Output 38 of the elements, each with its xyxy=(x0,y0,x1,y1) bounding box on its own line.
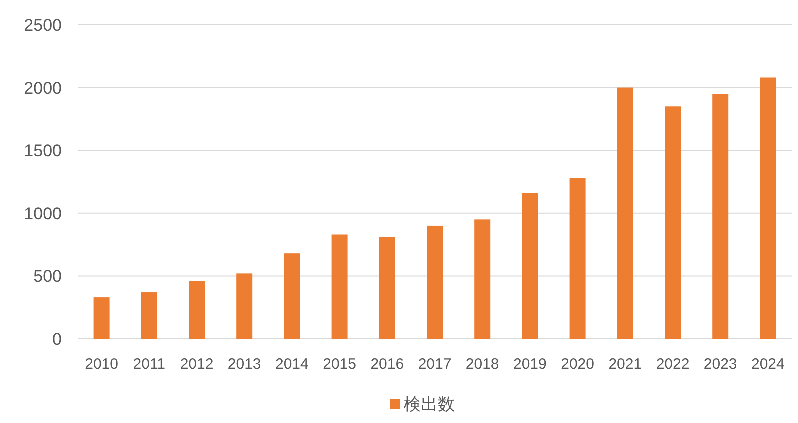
bar xyxy=(760,78,776,339)
bar xyxy=(94,298,110,339)
legend-label: 検出数 xyxy=(404,395,455,414)
x-tick-label: 2010 xyxy=(85,356,118,373)
x-tick-label: 2011 xyxy=(133,356,166,373)
x-tick-label: 2014 xyxy=(276,356,309,373)
bar xyxy=(474,220,491,339)
y-tick-label: 2500 xyxy=(24,16,62,35)
x-tick-label: 2024 xyxy=(752,356,785,373)
bar xyxy=(522,193,538,339)
bar xyxy=(379,237,396,339)
x-tick-label: 2021 xyxy=(608,356,642,373)
x-tick-label: 2015 xyxy=(323,356,356,373)
x-tick-label: 2012 xyxy=(180,356,214,373)
bar xyxy=(141,292,158,339)
bar xyxy=(665,106,681,339)
bar xyxy=(236,274,253,339)
y-tick-label: 500 xyxy=(34,267,62,286)
y-tick-label: 2000 xyxy=(24,78,62,98)
x-tick-label: 2022 xyxy=(656,356,690,373)
legend: 検出数 xyxy=(390,395,455,414)
x-tick-label: 2019 xyxy=(514,356,547,373)
y-tick-label: 1000 xyxy=(24,204,62,224)
bar xyxy=(189,281,205,339)
x-tick-label: 2017 xyxy=(418,356,452,373)
bar xyxy=(617,88,634,339)
bar xyxy=(284,254,300,339)
x-tick-label: 2018 xyxy=(466,356,500,373)
y-tick-label: 1500 xyxy=(24,142,62,161)
bar xyxy=(570,178,586,339)
bar xyxy=(427,226,443,339)
x-tick-label: 2013 xyxy=(228,356,262,373)
bar xyxy=(332,234,348,339)
x-tick-label: 2020 xyxy=(561,356,594,373)
x-tick-label: 2023 xyxy=(704,356,738,373)
bar xyxy=(712,94,729,339)
y-tick-label: 0 xyxy=(52,330,62,349)
x-tick-label: 2016 xyxy=(370,356,404,373)
